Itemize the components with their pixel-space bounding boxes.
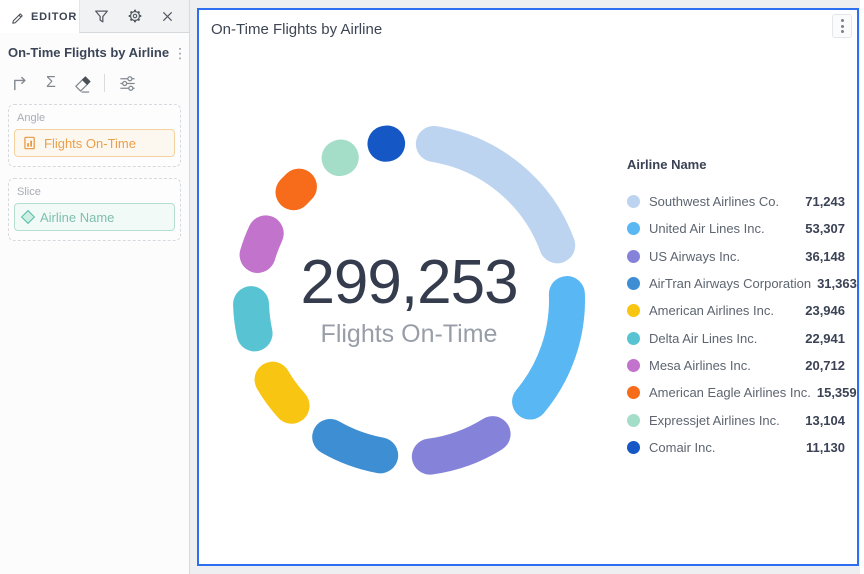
- legend-value: 11,130: [805, 439, 845, 455]
- legend-value: 53,307: [805, 221, 845, 237]
- legend-value: 20,712: [805, 357, 845, 373]
- slice-field[interactable]: Airline Name: [14, 203, 175, 231]
- legend-label: Delta Air Lines Inc.: [649, 330, 758, 346]
- chart-widget[interactable]: On-Time Flights by Airline 299,253 Fligh…: [197, 8, 859, 566]
- filter-button[interactable]: [91, 5, 113, 27]
- chart-legend: Airline Name Southwest Airlines Co. 71,24…: [627, 157, 857, 461]
- legend-swatch: [627, 331, 640, 345]
- legend-swatch: [627, 249, 640, 263]
- legend-value: 15,359: [816, 385, 857, 401]
- donut-segment-9[interactable]: [321, 139, 359, 177]
- legend-label: Mesa Airlines Inc.: [649, 357, 751, 373]
- tab-editor[interactable]: EDITOR: [0, 0, 79, 33]
- sidebar-header: EDITOR: [0, 0, 189, 33]
- filter-icon: [95, 10, 109, 22]
- legend-swatch: [627, 222, 640, 236]
- legend-label: American Eagle Airlines Inc.: [649, 385, 811, 401]
- legend-item[interactable]: United Air Lines Inc. 53,307: [627, 215, 845, 242]
- legend-item[interactable]: American Eagle Airlines Inc. 15,359: [627, 379, 857, 406]
- dashboard-canvas: On-Time Flights by Airline 299,253 Fligh…: [190, 0, 864, 574]
- angle-panel-label: Angle: [17, 112, 46, 124]
- slice-panel: Slice Airline Name: [8, 178, 181, 241]
- slice-field-label: Airline Name: [40, 209, 115, 225]
- widget-title: On-Time Flights by Airline: [211, 21, 383, 38]
- legend-label: AirTran Airways Corporation: [649, 276, 812, 292]
- legend-value: 36,148: [805, 248, 845, 264]
- sigma-icon: Σ: [46, 74, 56, 91]
- legend-label: United Air Lines Inc.: [649, 221, 765, 237]
- angle-field-label: Flights On-Time: [44, 135, 136, 151]
- legend-item[interactable]: US Airways Inc. 36,148: [627, 243, 845, 270]
- sliders-icon: [119, 75, 135, 91]
- donut-segment-7[interactable]: [239, 215, 284, 273]
- sidebar-header-actions: [79, 0, 189, 33]
- donut-svg: [233, 125, 585, 475]
- sidebar-title-row: On-Time Flights by Airline ⋮: [0, 33, 189, 64]
- legend-item[interactable]: American Airlines Inc. 23,946: [627, 297, 845, 324]
- legend-swatch: [627, 440, 640, 454]
- legend-rows: Southwest Airlines Co. 71,243 United Air L…: [627, 188, 857, 461]
- legend-label: Expressjet Airlines Inc.: [649, 412, 780, 428]
- legend-label: Comair Inc.: [649, 439, 716, 455]
- legend-swatch: [627, 413, 640, 427]
- legend-value: 71,243: [805, 194, 845, 210]
- clear-button[interactable]: [70, 72, 94, 94]
- angle-panel: Angle Flights On-Time: [8, 104, 181, 167]
- toolbar-divider: [104, 74, 105, 92]
- widget-menu-button[interactable]: [832, 14, 852, 38]
- measure-icon: [24, 136, 35, 150]
- turn-arrow-icon: [13, 76, 26, 90]
- legend-swatch: [627, 304, 640, 318]
- legend-item[interactable]: Mesa Airlines Inc. 20,712: [627, 352, 845, 379]
- donut-segment-8[interactable]: [275, 168, 317, 211]
- legend-item[interactable]: Comair Inc. 11,130: [627, 434, 845, 461]
- sidebar-widget-title: On-Time Flights by Airline: [8, 45, 170, 60]
- legend-label: US Airways Inc.: [649, 248, 741, 264]
- donut-segment-4[interactable]: [312, 418, 399, 474]
- legend-item[interactable]: Expressjet Airlines Inc. 13,104: [627, 406, 845, 433]
- legend-value: 23,946: [805, 303, 845, 319]
- widget-menu-icon: [840, 19, 844, 22]
- legend-item[interactable]: Delta Air Lines Inc. 22,941: [627, 324, 845, 351]
- legend-swatch: [627, 386, 640, 400]
- diamond-icon: [20, 209, 36, 225]
- eraser-icon: [74, 75, 91, 93]
- legend-swatch: [627, 358, 640, 372]
- legend-value: 31,363: [817, 276, 857, 292]
- legend-value: 22,941: [805, 330, 845, 346]
- rerank-button[interactable]: [8, 72, 32, 94]
- close-button[interactable]: [156, 5, 178, 27]
- sidebar-title-menu-button[interactable]: ⋮: [173, 44, 188, 61]
- donut-segment-5[interactable]: [254, 361, 310, 424]
- angle-field[interactable]: Flights On-Time: [14, 129, 175, 157]
- settings-button[interactable]: [124, 5, 146, 27]
- pencil-icon: [12, 13, 23, 24]
- gear-icon: [128, 9, 141, 23]
- donut-segment-2[interactable]: [512, 276, 585, 420]
- donut-segment-1[interactable]: [415, 125, 576, 264]
- legend-label: Southwest Airlines Co.: [649, 194, 780, 210]
- close-icon: [162, 11, 172, 21]
- legend-value: 13,104: [805, 412, 845, 428]
- options-button[interactable]: [115, 72, 139, 94]
- tab-editor-label: EDITOR: [31, 10, 78, 23]
- legend-title: Airline Name: [627, 157, 707, 172]
- donut-segment-3[interactable]: [411, 416, 511, 475]
- legend-label: American Airlines Inc.: [649, 303, 774, 319]
- donut-chart: 299,253 Flights On-Time: [233, 124, 585, 476]
- slice-panel-label: Slice: [17, 186, 41, 198]
- sidebar-toolbar: Σ: [0, 64, 189, 104]
- legend-swatch: [627, 277, 640, 291]
- legend-item[interactable]: Southwest Airlines Co. 71,243: [627, 188, 845, 215]
- donut-segment-6[interactable]: [233, 286, 273, 352]
- editor-sidebar: EDITOR: [0, 0, 190, 574]
- legend-item[interactable]: AirTran Airways Corporation 31,363: [627, 270, 857, 297]
- aggregate-button[interactable]: Σ: [39, 72, 63, 94]
- legend-swatch: [627, 195, 640, 209]
